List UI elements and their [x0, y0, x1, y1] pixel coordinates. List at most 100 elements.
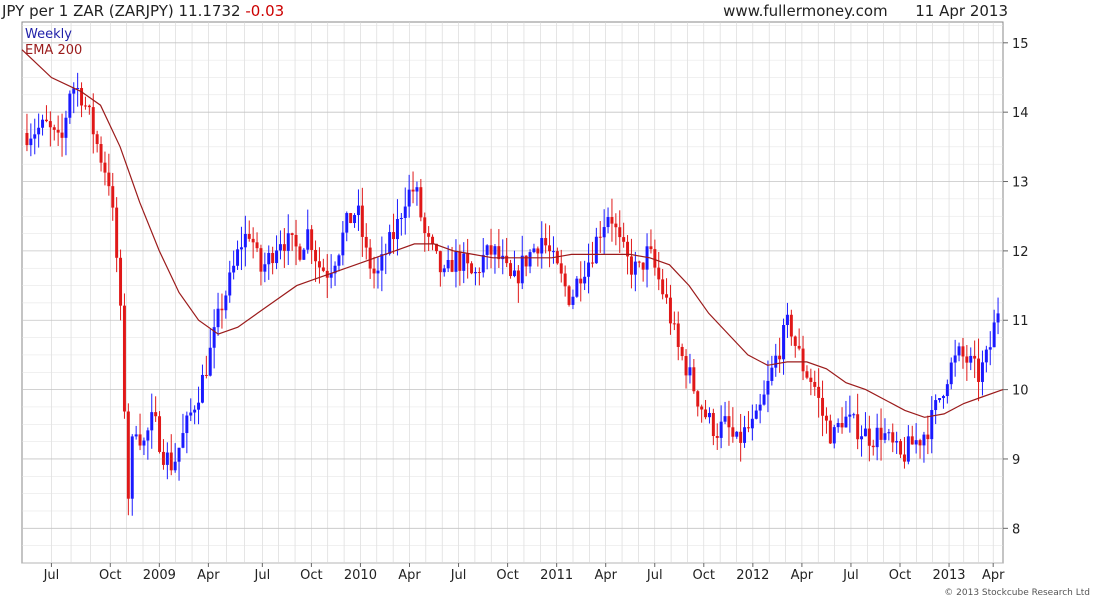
x-tick-label: Jul: [43, 568, 60, 583]
candle-body: [76, 88, 80, 90]
candle-body: [957, 346, 961, 356]
candle-body: [860, 436, 864, 440]
candle-body: [665, 294, 669, 298]
x-tick-label: Oct: [300, 568, 322, 583]
candle-body: [512, 270, 516, 277]
copyright-text: © 2013 Stockcube Research Ltd: [944, 588, 1090, 598]
candle-body: [290, 233, 294, 235]
candle-body: [528, 252, 532, 267]
x-tick-label: 2009: [143, 568, 176, 583]
candle-body: [48, 121, 52, 128]
candle-body: [349, 213, 353, 224]
site-label: www.fullermoney.com: [723, 2, 888, 20]
y-tick-label: 14: [1012, 106, 1029, 121]
candle-body: [169, 452, 173, 471]
candle-body: [161, 451, 165, 465]
candle-body: [711, 412, 715, 437]
candle-body: [247, 233, 251, 239]
candle-body: [193, 409, 197, 413]
candle-body: [185, 415, 189, 434]
candle-body: [450, 259, 454, 272]
candle-body: [606, 217, 610, 228]
candle-body: [750, 418, 754, 429]
candle-body: [353, 215, 357, 224]
candle-body: [158, 416, 162, 452]
candle-body: [544, 238, 548, 246]
candle-body: [341, 232, 345, 256]
candle-body: [259, 248, 263, 272]
candle-body: [536, 248, 540, 254]
candle-body: [263, 264, 267, 272]
candle-body: [945, 384, 949, 397]
candle-body: [867, 428, 871, 446]
candle-body: [622, 237, 626, 242]
candle-body: [306, 229, 310, 250]
symbol-label: JPY per 1 ZAR (ZARJPY) 11.1732: [2, 2, 241, 20]
x-tick-label: Oct: [99, 568, 121, 583]
candle-body: [922, 434, 926, 446]
candle-body: [520, 255, 524, 284]
candle-body: [87, 105, 91, 108]
candle-body: [431, 236, 435, 244]
x-tick-label: Oct: [889, 568, 911, 583]
candle-body: [653, 249, 657, 268]
candle-body: [271, 252, 275, 264]
y-tick-label: 12: [1012, 245, 1029, 260]
candle-body: [442, 268, 446, 273]
candle-body: [852, 414, 856, 416]
candle-body: [571, 296, 575, 305]
candle-body: [871, 445, 875, 448]
legend-ema: EMA 200: [25, 43, 82, 58]
candle-body: [848, 414, 852, 417]
candle-body: [821, 397, 825, 416]
candle-body: [505, 255, 509, 264]
candle-body: [298, 246, 302, 260]
candle-body: [661, 279, 665, 295]
candle-body: [969, 355, 973, 363]
candle-body: [637, 261, 641, 263]
y-tick-label: 9: [1012, 453, 1020, 468]
candle-body: [836, 423, 840, 428]
date-label: 11 Apr 2013: [915, 2, 1008, 20]
candle-body: [618, 227, 622, 238]
candle-body: [56, 129, 60, 133]
candle-body: [142, 440, 146, 446]
candle-body: [95, 134, 99, 145]
candle-body: [657, 267, 661, 280]
candle-body: [236, 249, 240, 266]
candle-body: [965, 356, 969, 363]
candle-body: [329, 273, 333, 278]
candle-body: [984, 349, 988, 363]
candle-body: [232, 265, 236, 273]
candle-body: [645, 246, 649, 270]
candle-body: [930, 410, 934, 440]
candle-body: [204, 374, 208, 376]
candle-body: [126, 411, 130, 499]
candle-body: [427, 233, 431, 237]
candle-body: [801, 348, 805, 372]
candle-body: [243, 233, 247, 248]
candle-body: [704, 409, 708, 418]
x-tick-label: 2012: [736, 568, 769, 583]
candle-body: [973, 355, 977, 359]
candle-body: [680, 346, 684, 357]
candle-body: [333, 265, 337, 274]
candle-body: [731, 427, 735, 437]
candle-body: [52, 127, 56, 130]
candle-body: [438, 251, 442, 273]
candle-body: [879, 427, 883, 440]
ema-200-line: [21, 49, 1004, 418]
source-and-date: www.fullermoney.com 11 Apr 2013: [723, 2, 1008, 20]
candle-body: [797, 345, 801, 349]
x-tick-label: 2011: [540, 568, 573, 583]
candle-body: [497, 246, 501, 260]
candle-body: [25, 132, 29, 146]
x-tick-label: Apr: [791, 568, 814, 583]
candle-body: [723, 416, 727, 422]
candle-body: [466, 253, 470, 264]
candle-body: [470, 263, 474, 274]
legend-weekly: Weekly: [25, 27, 72, 42]
candle-body: [782, 325, 786, 360]
change-value: -0.03: [245, 2, 285, 20]
